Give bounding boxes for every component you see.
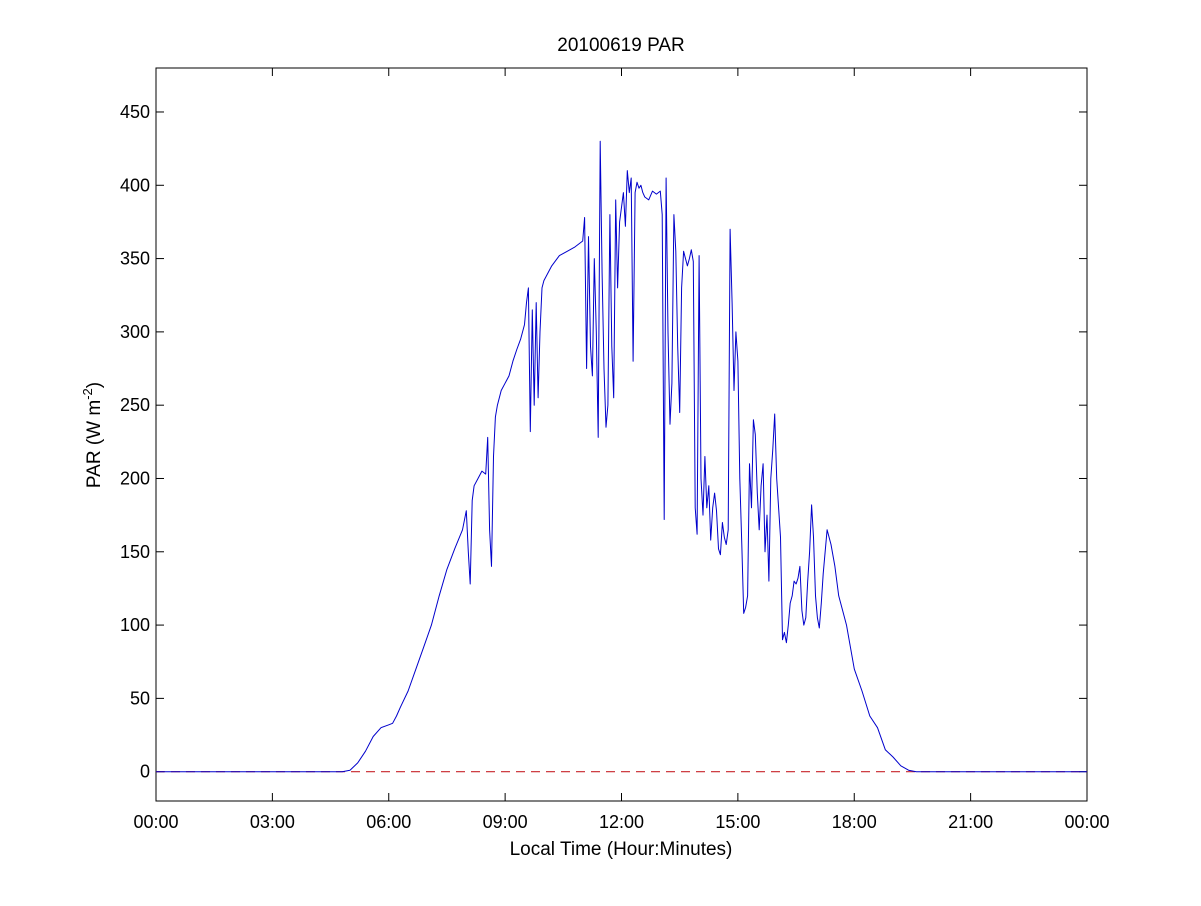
y-tick-label: 50 [130, 688, 150, 708]
y-tick-label: 200 [120, 468, 150, 488]
y-axis-title-main: PAR (W m [84, 400, 105, 488]
x-tick-label: 18:00 [832, 812, 877, 832]
y-tick-label: 0 [140, 762, 150, 782]
y-tick-label: 450 [120, 102, 150, 122]
par-series-line [156, 140, 1087, 773]
y-axis-title: PAR (W m-2) [80, 382, 105, 488]
x-tick-label: 00:00 [133, 812, 178, 832]
y-tick-label: 150 [120, 542, 150, 562]
y-axis-title-close: ) [84, 382, 105, 388]
x-tick-label: 21:00 [948, 812, 993, 832]
y-tick-label: 400 [120, 175, 150, 195]
chart-title: 20100619 PAR [557, 35, 684, 56]
x-tick-label: 03:00 [250, 812, 295, 832]
y-tick-label: 350 [120, 249, 150, 269]
x-tick-label: 09:00 [483, 812, 528, 832]
y-tick-label: 250 [120, 395, 150, 415]
y-tick-label: 300 [120, 322, 150, 342]
x-axis-title: Local Time (Hour:Minutes) [510, 839, 733, 860]
x-tick-label: 15:00 [715, 812, 760, 832]
y-tick-label: 100 [120, 615, 150, 635]
plot-area: 0 50 100 150 200 250 300 350 400 450 00:00 03:00 06:… [120, 67, 1110, 832]
x-tick-label: 06:00 [366, 812, 411, 832]
x-tick-label: 00:00 [1064, 812, 1109, 832]
x-tick-label: 12:00 [599, 812, 644, 832]
y-axis-title-superscript: -2 [80, 388, 95, 400]
